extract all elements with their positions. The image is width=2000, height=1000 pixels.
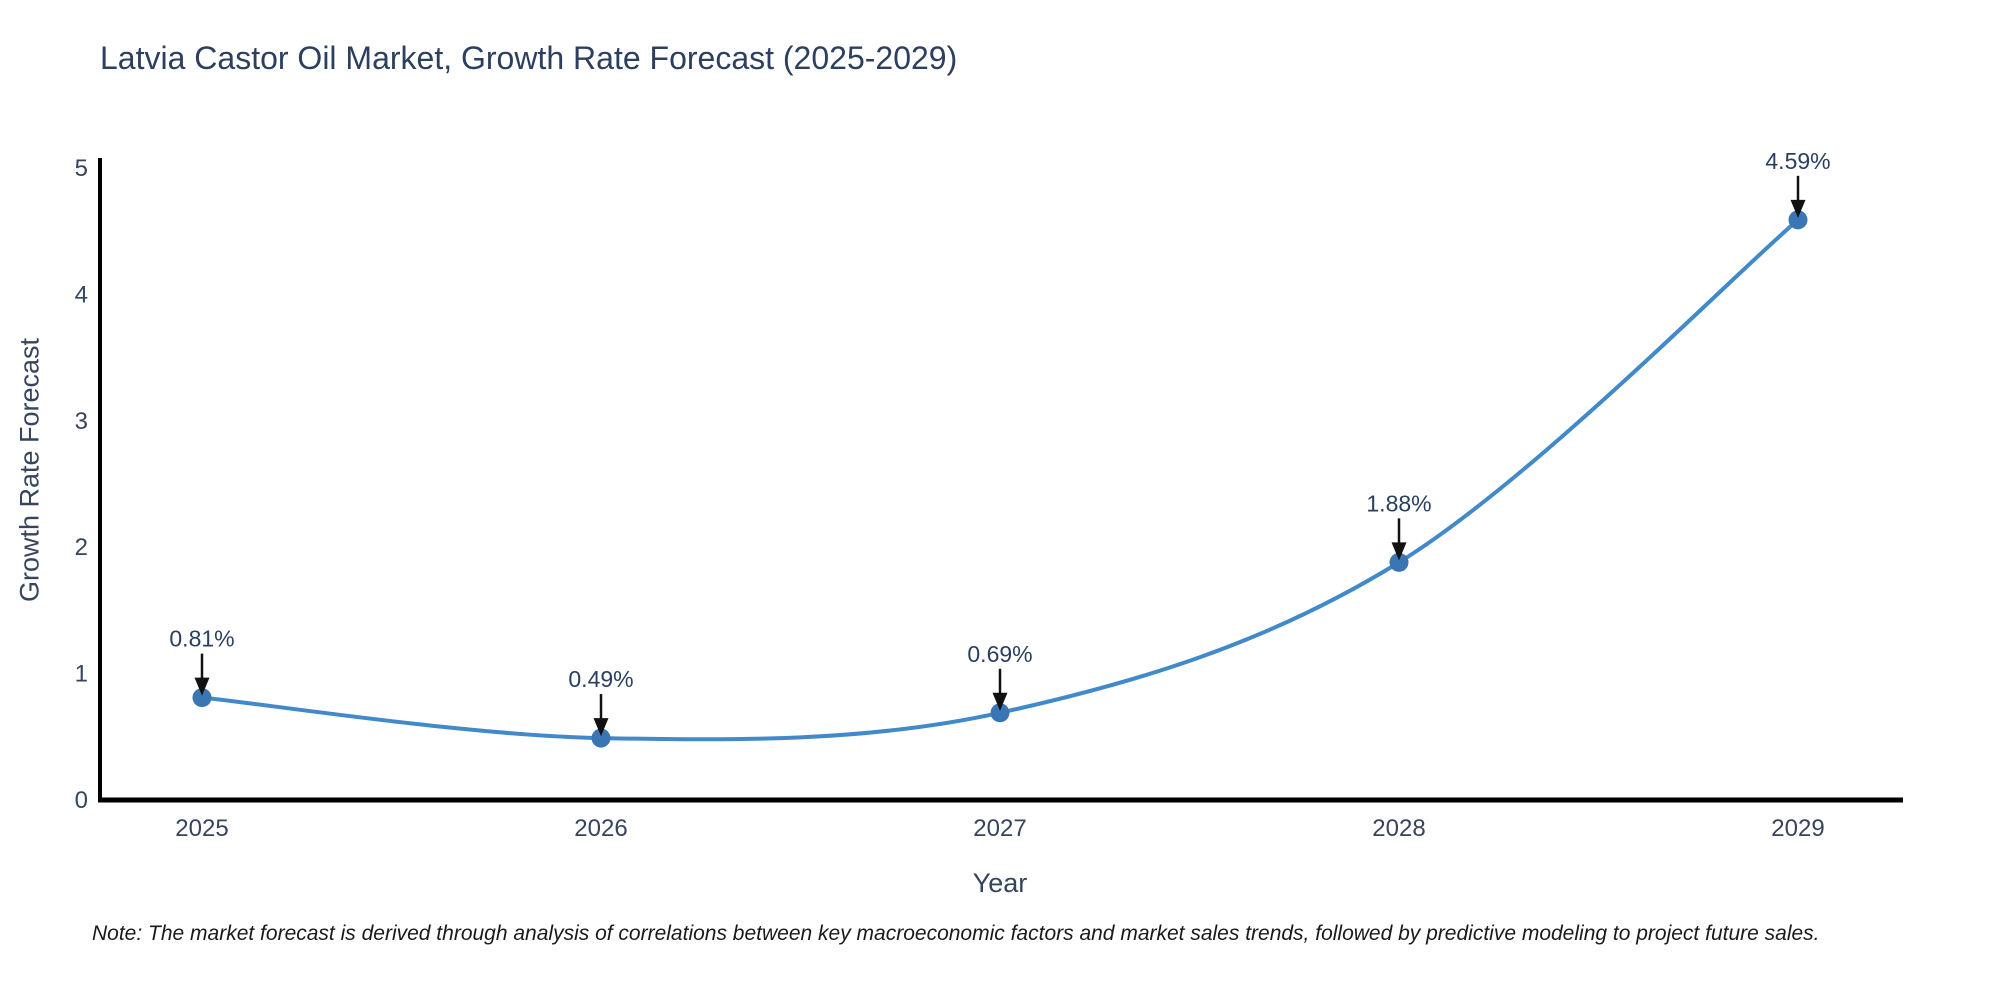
annotation-arrow-head bbox=[194, 677, 210, 696]
point-value-label: 0.81% bbox=[169, 626, 234, 652]
point-value-label: 0.49% bbox=[568, 666, 633, 692]
x-tick-label: 2027 bbox=[973, 815, 1026, 842]
x-axis-title: Year bbox=[972, 868, 1028, 898]
y-tick-label: 2 bbox=[75, 534, 88, 561]
y-tick-label: 4 bbox=[75, 281, 88, 308]
x-tick-label: 2029 bbox=[1771, 815, 1824, 842]
point-value-label: 0.69% bbox=[967, 641, 1032, 667]
data-point-marker bbox=[591, 728, 611, 748]
annotation-arrow-head bbox=[1790, 199, 1806, 218]
y-tick-label: 5 bbox=[75, 155, 88, 182]
data-point-marker bbox=[990, 703, 1010, 723]
chart-title: Latvia Castor Oil Market, Growth Rate Fo… bbox=[100, 40, 958, 76]
x-tick-label: 2026 bbox=[574, 815, 627, 842]
footnote: Note: The market forecast is derived thr… bbox=[92, 922, 1820, 945]
data-point-marker bbox=[1389, 552, 1409, 572]
annotation-arrow-head bbox=[992, 692, 1008, 711]
y-tick-label: 1 bbox=[75, 661, 88, 688]
annotation-arrow-head bbox=[1391, 542, 1407, 561]
y-tick-label: 3 bbox=[75, 408, 88, 435]
x-tick-label: 2028 bbox=[1372, 815, 1425, 842]
x-tick-label: 2025 bbox=[175, 815, 228, 842]
point-value-label: 1.88% bbox=[1366, 490, 1431, 516]
data-point-marker bbox=[1788, 210, 1808, 230]
annotation-arrow-head bbox=[593, 718, 609, 737]
y-axis-title: Growth Rate Forecast bbox=[14, 337, 45, 603]
data-point-marker bbox=[192, 688, 212, 708]
point-value-label: 4.59% bbox=[1765, 148, 1830, 174]
y-tick-label: 0 bbox=[75, 787, 88, 814]
